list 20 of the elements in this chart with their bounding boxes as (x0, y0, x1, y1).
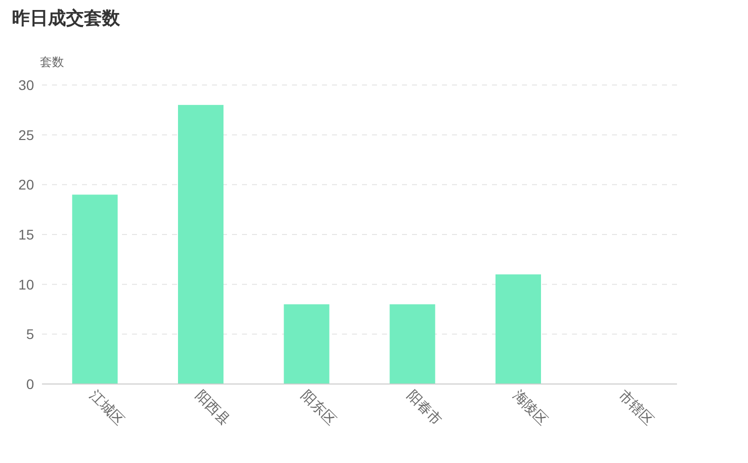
x-tick-label: 阳春市 (404, 386, 446, 428)
chart-title: 昨日成交套数 (12, 8, 121, 28)
y-tick-label: 15 (18, 226, 34, 242)
bar (178, 104, 224, 384)
y-tick-label: 10 (18, 276, 34, 292)
y-tick-label: 5 (26, 326, 34, 342)
bar (284, 304, 330, 384)
bar (390, 304, 436, 384)
x-tick-label: 市辖区 (616, 386, 657, 428)
x-tick-label: 江城区 (86, 386, 128, 428)
y-tick-label: 25 (18, 126, 34, 143)
x-tick-label: 阳东区 (298, 386, 340, 428)
y-tick-label: 30 (18, 77, 34, 93)
bar (72, 194, 118, 384)
y-axis-title: 套数 (40, 55, 64, 69)
y-tick-label: 0 (26, 376, 34, 392)
bar (495, 274, 542, 384)
x-tick-label: 阳西县 (192, 386, 234, 428)
x-tick-label: 海陵区 (510, 386, 552, 428)
y-tick-label: 20 (18, 176, 34, 193)
